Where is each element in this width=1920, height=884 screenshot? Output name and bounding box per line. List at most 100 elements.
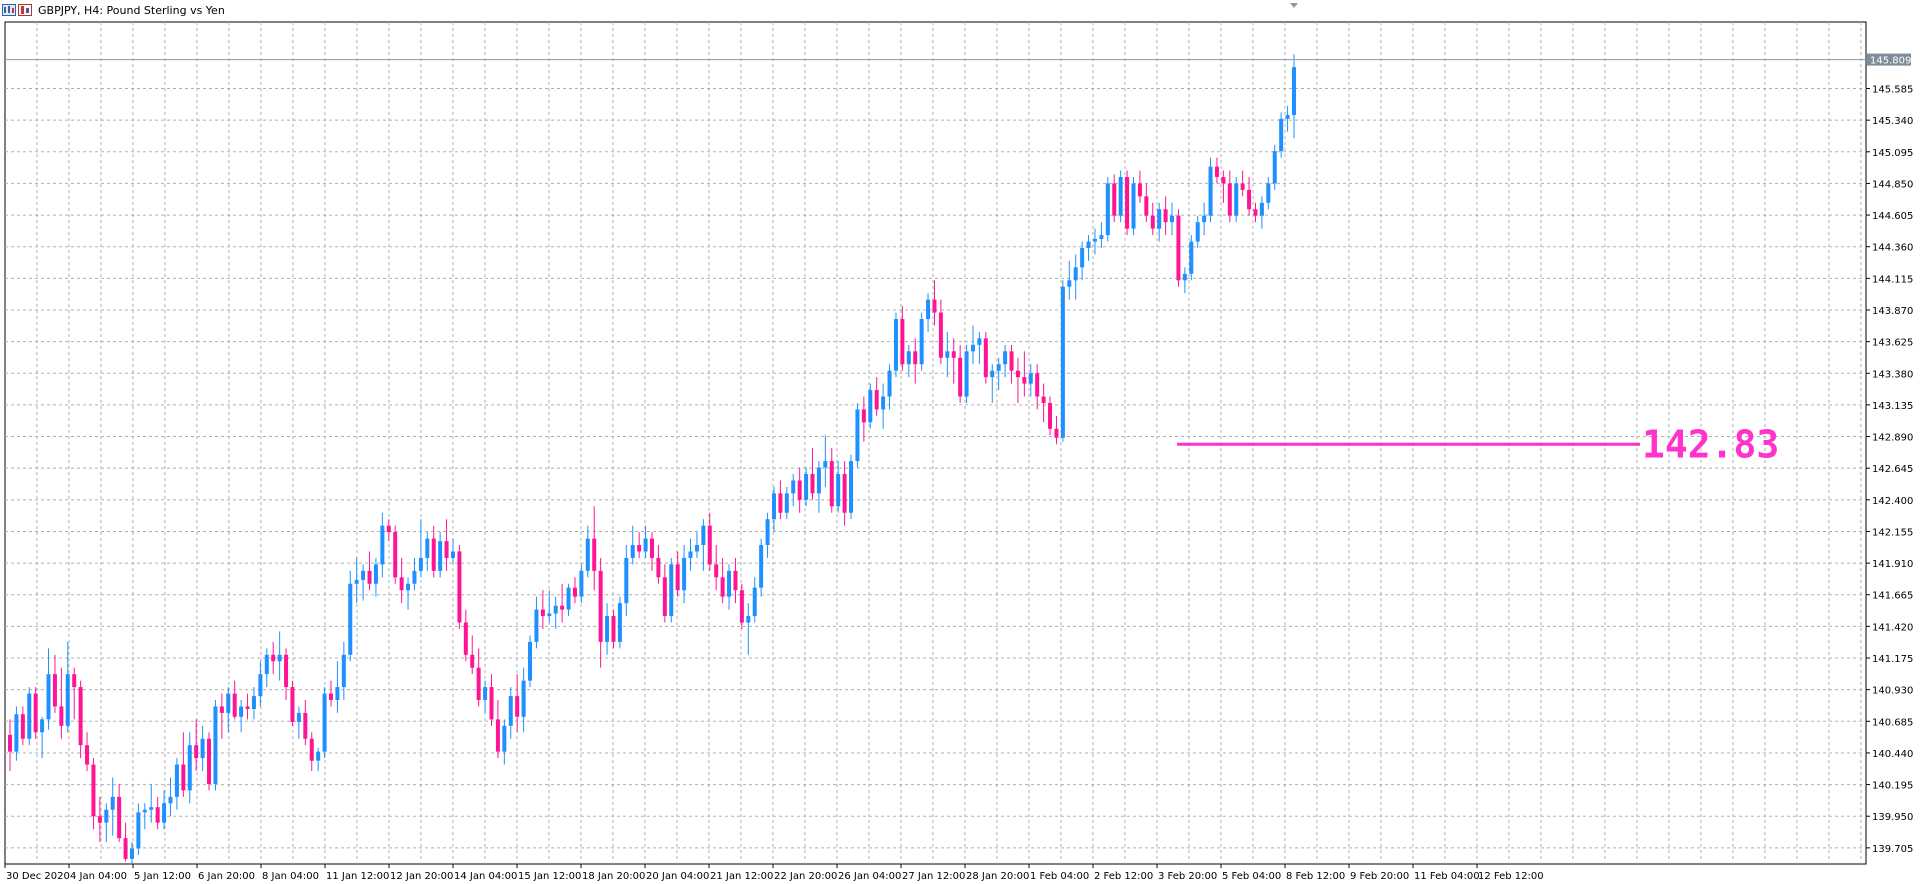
- candle-body[interactable]: [727, 570, 732, 597]
- candle-body[interactable]: [284, 654, 289, 688]
- candle-body[interactable]: [887, 370, 892, 397]
- candle-body[interactable]: [322, 693, 327, 752]
- candle-body[interactable]: [354, 579, 359, 584]
- candle-body[interactable]: [457, 551, 462, 623]
- candle-body[interactable]: [91, 764, 96, 817]
- candle-body[interactable]: [245, 706, 250, 710]
- candle-body[interactable]: [746, 616, 751, 623]
- candle-body[interactable]: [8, 734, 12, 752]
- candle-body[interactable]: [303, 712, 308, 739]
- candle-body[interactable]: [104, 809, 109, 823]
- candle-body[interactable]: [1112, 183, 1117, 216]
- candle-body[interactable]: [688, 551, 693, 558]
- candle-body[interactable]: [470, 654, 475, 668]
- candle-body[interactable]: [893, 319, 898, 371]
- candle-body[interactable]: [438, 541, 443, 571]
- candle-body[interactable]: [1240, 183, 1245, 190]
- candle-body[interactable]: [1259, 202, 1264, 216]
- candle-body[interactable]: [643, 538, 648, 552]
- candle-body[interactable]: [1292, 67, 1296, 115]
- candle-body[interactable]: [418, 557, 423, 571]
- candle-body[interactable]: [367, 570, 372, 584]
- candle-body[interactable]: [1163, 209, 1168, 223]
- candle-body[interactable]: [251, 696, 256, 710]
- candle-body[interactable]: [463, 622, 468, 655]
- candle-body[interactable]: [1125, 176, 1130, 229]
- candle-body[interactable]: [271, 654, 276, 662]
- candle-body[interactable]: [386, 525, 391, 533]
- candle-body[interactable]: [181, 764, 186, 791]
- candle-body[interactable]: [341, 654, 346, 688]
- chart-type-icon[interactable]: [18, 4, 32, 16]
- candle-body[interactable]: [669, 564, 674, 617]
- candle-body[interactable]: [59, 706, 64, 726]
- candle-body[interactable]: [906, 351, 911, 365]
- candle-body[interactable]: [932, 299, 937, 313]
- candle-body[interactable]: [534, 609, 539, 642]
- candle-body[interactable]: [335, 687, 340, 700]
- candle-body[interactable]: [547, 613, 552, 617]
- candle-body[interactable]: [1234, 183, 1239, 216]
- candle-body[interactable]: [714, 564, 719, 578]
- candle-body[interactable]: [637, 545, 642, 552]
- candle-body[interactable]: [264, 654, 269, 675]
- candle-body[interactable]: [33, 693, 38, 733]
- candle-body[interactable]: [136, 812, 141, 849]
- candle-body[interactable]: [495, 719, 500, 752]
- candle-body[interactable]: [675, 564, 680, 591]
- candle-body[interactable]: [977, 338, 982, 345]
- candle-body[interactable]: [450, 551, 455, 558]
- candle-body[interactable]: [521, 680, 526, 717]
- candle-body[interactable]: [810, 473, 815, 494]
- candle-body[interactable]: [361, 570, 366, 580]
- candle-body[interactable]: [1214, 166, 1219, 177]
- candle-body[interactable]: [797, 480, 802, 500]
- candle-body[interactable]: [1003, 351, 1008, 365]
- candle-body[interactable]: [611, 616, 616, 642]
- candle-body[interactable]: [682, 557, 687, 591]
- candle-body[interactable]: [1195, 222, 1200, 242]
- candle-body[interactable]: [1272, 151, 1277, 184]
- candle-body[interactable]: [142, 809, 147, 813]
- candle-body[interactable]: [605, 616, 610, 642]
- candle-body[interactable]: [380, 525, 385, 565]
- candle-body[interactable]: [1041, 396, 1046, 403]
- candle-body[interactable]: [849, 461, 854, 513]
- candle-body[interactable]: [1227, 183, 1232, 216]
- candle-body[interactable]: [553, 605, 558, 614]
- candle-body[interactable]: [1137, 183, 1142, 197]
- candle-body[interactable]: [784, 493, 789, 513]
- candle-body[interactable]: [1144, 196, 1149, 216]
- candle-body[interactable]: [528, 641, 533, 681]
- candle-body[interactable]: [399, 577, 404, 591]
- candle-body[interactable]: [701, 525, 706, 546]
- candle-body[interactable]: [630, 545, 635, 558]
- candle-body[interactable]: [483, 687, 488, 700]
- candle-body[interactable]: [1285, 114, 1290, 119]
- candle-body[interactable]: [990, 370, 995, 378]
- candle-body[interactable]: [431, 538, 436, 571]
- candle-body[interactable]: [791, 480, 796, 494]
- candle-body[interactable]: [1105, 183, 1110, 236]
- candle-body[interactable]: [971, 344, 975, 352]
- candle-body[interactable]: [168, 796, 173, 804]
- candle-body[interactable]: [1157, 209, 1162, 229]
- candle-body[interactable]: [1176, 215, 1181, 281]
- candle-body[interactable]: [694, 545, 699, 552]
- candle-body[interactable]: [919, 319, 924, 365]
- candle-body[interactable]: [1086, 241, 1091, 248]
- candle-body[interactable]: [20, 714, 25, 739]
- candle-body[interactable]: [1118, 176, 1123, 216]
- candle-body[interactable]: [1253, 209, 1258, 216]
- candle-body[interactable]: [219, 706, 224, 713]
- candle-body[interactable]: [213, 706, 218, 784]
- candle-body[interactable]: [1060, 286, 1065, 438]
- candle-body[interactable]: [964, 351, 969, 397]
- candle-body[interactable]: [508, 696, 513, 726]
- candle-body[interactable]: [155, 807, 160, 823]
- candle-body[interactable]: [489, 687, 494, 720]
- candle-body[interactable]: [239, 706, 244, 717]
- candle-body[interactable]: [412, 570, 417, 584]
- candle-body[interactable]: [951, 351, 956, 358]
